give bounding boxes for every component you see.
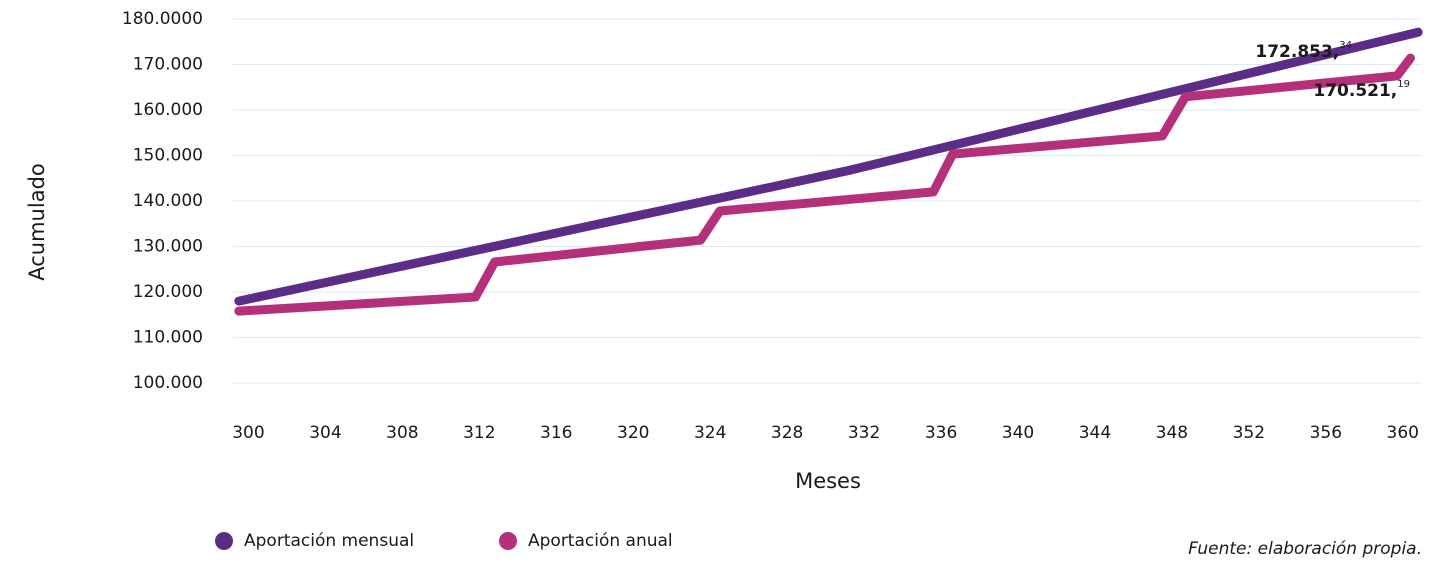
- x-tick-label: 320: [617, 423, 649, 443]
- x-tick-label: 328: [771, 423, 803, 443]
- x-tick-label: 312: [463, 423, 495, 443]
- x-tick-label: 304: [309, 423, 341, 443]
- legend-marker: [215, 532, 233, 550]
- x-tick-label: 316: [540, 423, 572, 443]
- y-tick-label: 100.000: [133, 373, 203, 393]
- annotation-text: 172.853,: [1255, 42, 1339, 62]
- y-axis-title: Acumulado: [25, 163, 49, 281]
- y-tick-label: 150.000: [133, 146, 203, 166]
- x-tick-label: 352: [1233, 423, 1265, 443]
- annotation-sup: 19: [1397, 79, 1410, 90]
- x-tick-label: 332: [848, 423, 880, 443]
- x-tick-label: 336: [925, 423, 957, 443]
- annotation: 170.521,19: [1313, 79, 1410, 101]
- y-tick-label: 140.000: [133, 191, 203, 211]
- x-tick-label: 340: [1002, 423, 1034, 443]
- y-tick-label: 120.000: [133, 282, 203, 302]
- legend-label: Aportación mensual: [244, 531, 414, 551]
- x-tick-label: 344: [1079, 423, 1111, 443]
- y-tick-label: 160.000: [133, 100, 203, 120]
- x-tick-label: 348: [1156, 423, 1188, 443]
- y-tick-label: 180.0000: [122, 9, 203, 29]
- legend-label: Aportación anual: [528, 531, 673, 551]
- series-line: [234, 53, 1415, 316]
- x-tick-label: 360: [1387, 423, 1419, 443]
- legend-marker: [499, 532, 517, 550]
- y-tick-label: 170.000: [133, 55, 203, 75]
- series-line: [234, 27, 1423, 306]
- annotation-text: 170.521,: [1313, 81, 1397, 101]
- y-tick-label: 110.000: [133, 328, 203, 348]
- x-tick-label: 324: [694, 423, 726, 443]
- x-axis-title: Meses: [795, 469, 861, 493]
- x-tick-label: 356: [1310, 423, 1342, 443]
- x-tick-label: 300: [232, 423, 264, 443]
- x-tick-label: 308: [386, 423, 418, 443]
- annotation: 172.853,34: [1255, 40, 1352, 62]
- y-tick-label: 130.000: [133, 237, 203, 257]
- source-note: Fuente: elaboración propia.: [1188, 539, 1422, 559]
- annotation-sup: 34: [1339, 40, 1352, 51]
